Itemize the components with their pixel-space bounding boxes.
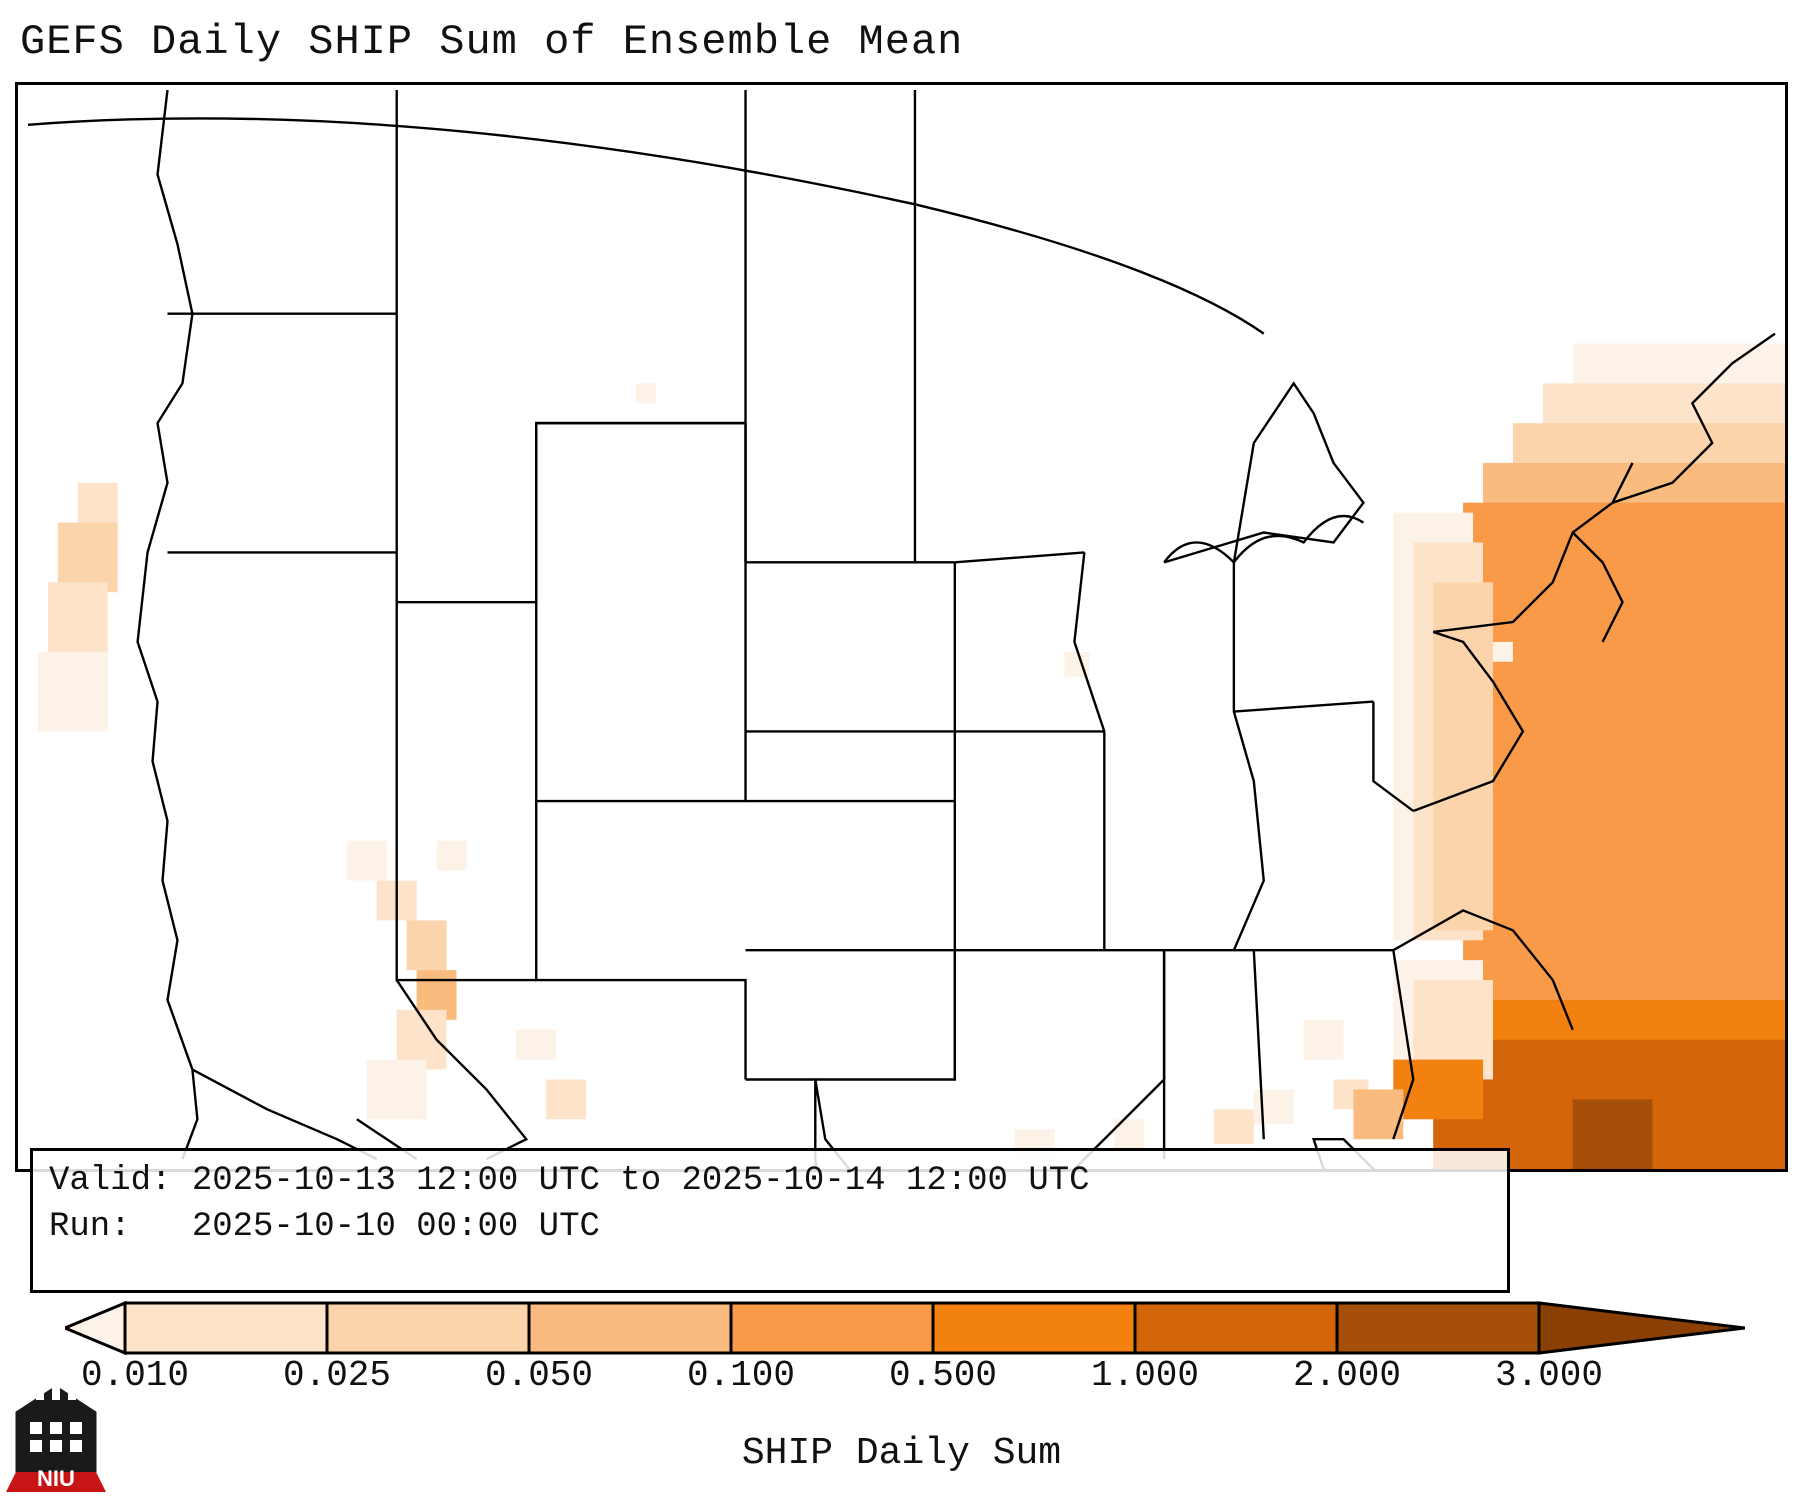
us-map-svg xyxy=(18,85,1785,1169)
niu-logo: NIU xyxy=(2,1382,110,1500)
tick-label-6: 2.000 xyxy=(1293,1355,1401,1396)
map-frame xyxy=(15,82,1788,1172)
tick-label-1: 0.025 xyxy=(283,1355,391,1396)
valid-line: Valid: 2025-10-13 12:00 UTC to 2025-10-1… xyxy=(49,1159,1491,1205)
colorbar-svg[interactable] xyxy=(65,1298,1745,1358)
valid-run-infobox: Valid: 2025-10-13 12:00 UTC to 2025-10-1… xyxy=(30,1148,1510,1293)
tick-label-3: 0.100 xyxy=(687,1355,795,1396)
colorbar-container xyxy=(65,1298,1745,1358)
root-page: GEFS Daily SHIP Sum of Ensemble Mean xyxy=(0,0,1803,1500)
tick-label-4: 0.500 xyxy=(889,1355,997,1396)
svg-text:NIU: NIU xyxy=(37,1466,75,1491)
tick-label-5: 1.000 xyxy=(1091,1355,1199,1396)
colorbar-ticks: 0.010 0.025 0.050 0.100 0.500 1.000 2.00… xyxy=(0,1355,1803,1415)
tick-label-2: 0.050 xyxy=(485,1355,593,1396)
run-line: Run: 2025-10-10 00:00 UTC xyxy=(49,1205,1491,1251)
tick-label-7: 3.000 xyxy=(1495,1355,1603,1396)
colorbar-axis-title: SHIP Daily Sum xyxy=(0,1432,1803,1475)
niu-logo-svg: NIU xyxy=(2,1382,110,1500)
page-title: GEFS Daily SHIP Sum of Ensemble Mean xyxy=(20,18,963,66)
ship-shading-layer xyxy=(38,344,1785,1169)
